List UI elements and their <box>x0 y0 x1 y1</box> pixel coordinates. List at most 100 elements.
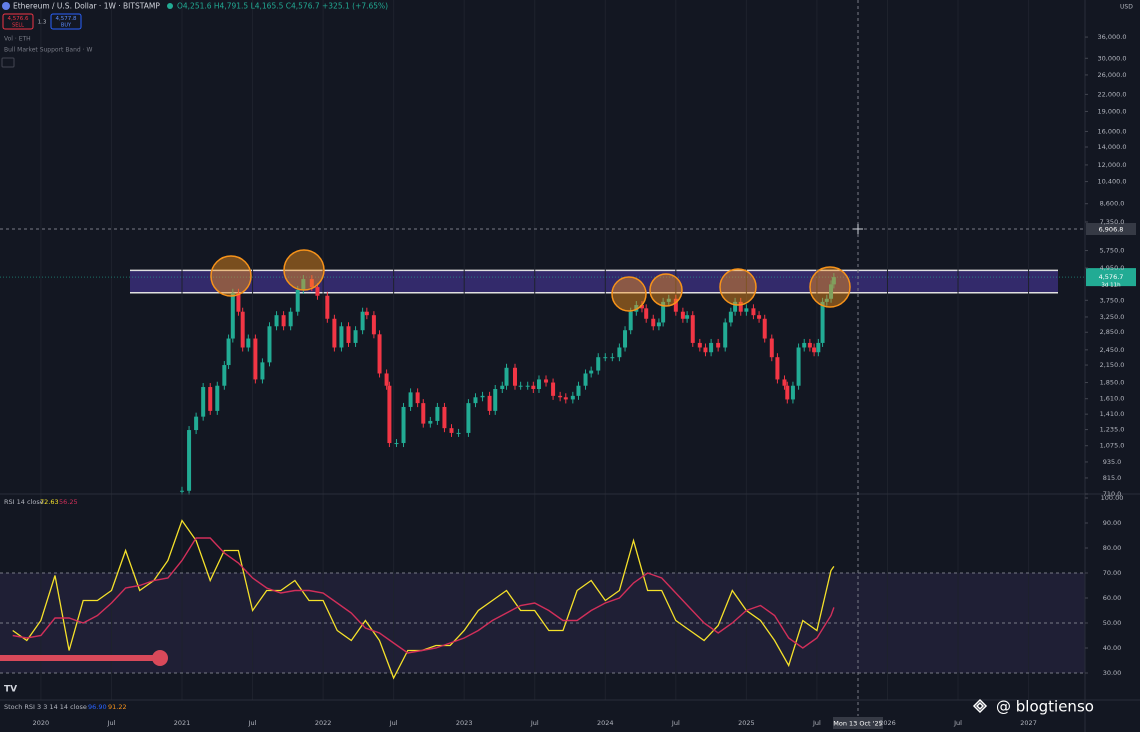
y-tick-label: 1,850.0 <box>1100 379 1125 387</box>
y-tick-label: 1,235.0 <box>1100 426 1125 434</box>
y-tick-label: 36,000.0 <box>1098 33 1127 41</box>
candle-body <box>583 373 588 386</box>
candle-body <box>790 385 795 400</box>
x-tick-label: 2023 <box>456 719 473 727</box>
candle-body <box>274 315 279 327</box>
highlight-circle <box>649 273 683 307</box>
candle-body <box>442 406 447 429</box>
y-tick-label: 14,000.0 <box>1098 143 1127 151</box>
candle-body <box>728 311 733 323</box>
highlight-circle <box>719 268 757 306</box>
spread: 1.3 <box>38 20 47 26</box>
candle-body <box>401 406 406 444</box>
candle-body <box>812 347 817 353</box>
rsi-line <box>12 537 835 654</box>
candle-body <box>371 315 376 335</box>
rsi-line <box>12 519 835 680</box>
y-tick-label: 4,950.0 <box>1100 264 1125 272</box>
candle-body <box>473 397 478 404</box>
x-tick-label: 2020 <box>33 719 50 727</box>
peak-highlights <box>210 249 851 312</box>
y-tick-label: 80.00 <box>1103 544 1122 552</box>
symbol: Ethereum / U.S. Dollar · 1W · BITSTAMP <box>13 2 160 11</box>
candle-body <box>738 301 743 312</box>
candle-body <box>831 277 836 285</box>
candle-body <box>504 367 509 386</box>
collapse-button[interactable] <box>1 57 15 68</box>
y-tick-label: 60.00 <box>1103 594 1122 602</box>
candle-body <box>518 385 523 387</box>
y-tick-label: 10,400.0 <box>1098 178 1127 186</box>
candle-body <box>639 305 644 309</box>
y-tick-label: 7,350.0 <box>1100 218 1125 226</box>
rsi-value: 72.63 <box>40 498 59 506</box>
y-tick-label: 19,000.0 <box>1098 107 1127 115</box>
watermark-icon <box>972 698 988 714</box>
x-tick-label: 2025 <box>738 719 755 727</box>
candle-body <box>236 292 241 312</box>
candle-body <box>180 490 185 492</box>
y-tick-label: 30,000.0 <box>1098 54 1127 62</box>
candle-body <box>751 308 756 316</box>
candle-body <box>394 443 399 445</box>
candle-body <box>785 385 790 400</box>
candle-body <box>301 279 306 290</box>
countdown: 3d 11h <box>1101 283 1121 289</box>
crosshair-date: Mon 13 Oct '25 <box>833 720 882 728</box>
candle-body <box>428 420 433 424</box>
highlight-circle <box>611 276 647 312</box>
y-tick-label: 935.0 <box>1103 458 1122 466</box>
candle-body <box>744 308 749 312</box>
candle-body <box>377 334 382 374</box>
candle-body <box>757 315 762 319</box>
y-tick-label: 1,410.0 <box>1100 410 1125 418</box>
candle-body <box>449 428 454 433</box>
y-tick-label: 3,250.0 <box>1100 313 1125 321</box>
y-tick-label: 1,075.0 <box>1100 442 1125 450</box>
last-price-box <box>1086 268 1136 287</box>
stoch-d: 91.22 <box>108 703 127 711</box>
y-tick-label: 22,000.0 <box>1098 90 1127 98</box>
buy-price: 4,577.8 <box>56 16 77 22</box>
x-tick-label: 2026 <box>879 719 896 727</box>
candle-body <box>733 301 738 312</box>
watermark: @ blogtienso <box>996 698 1094 716</box>
x-tick-label: 2021 <box>174 719 191 727</box>
y-tick-label: 5,750.0 <box>1100 247 1125 255</box>
candle-body <box>690 315 695 343</box>
y-tick-label: 40.00 <box>1103 644 1122 652</box>
candle-body <box>281 315 286 327</box>
candle-body <box>309 279 314 288</box>
y-tick-label: 8,600.0 <box>1100 200 1125 208</box>
candle-body <box>558 395 563 398</box>
candle-body <box>802 342 807 348</box>
candle-body <box>384 373 389 386</box>
candle-body <box>829 284 834 299</box>
candle-body <box>782 379 787 386</box>
y-tick-label: 1,610.0 <box>1100 395 1125 403</box>
candle-body <box>246 338 251 348</box>
candle-body <box>260 362 265 380</box>
candle-body <box>769 338 774 358</box>
candle-body <box>531 385 536 390</box>
candle-body <box>536 379 541 390</box>
y-tick-label: 3,750.0 <box>1100 296 1125 304</box>
candle-body <box>656 322 661 327</box>
rsi-title: RSI 14 close <box>4 498 44 506</box>
tv-logo: TV <box>4 685 17 695</box>
market-status <box>167 3 173 9</box>
stoch-k: 96.90 <box>88 703 107 711</box>
candle-body <box>187 430 192 491</box>
candle-body <box>208 387 213 411</box>
sell-button[interactable] <box>2 13 34 30</box>
candle-body <box>703 347 708 353</box>
candle-body <box>716 342 721 348</box>
candle-body <box>603 357 608 359</box>
buy-label: BUY <box>61 23 72 29</box>
candle-body <box>387 385 392 444</box>
buy-button[interactable] <box>50 13 82 30</box>
sell-label: SELL <box>12 23 24 29</box>
x-tick-label: Jul <box>107 719 116 727</box>
y-tick-label: 710.0 <box>1103 490 1122 498</box>
